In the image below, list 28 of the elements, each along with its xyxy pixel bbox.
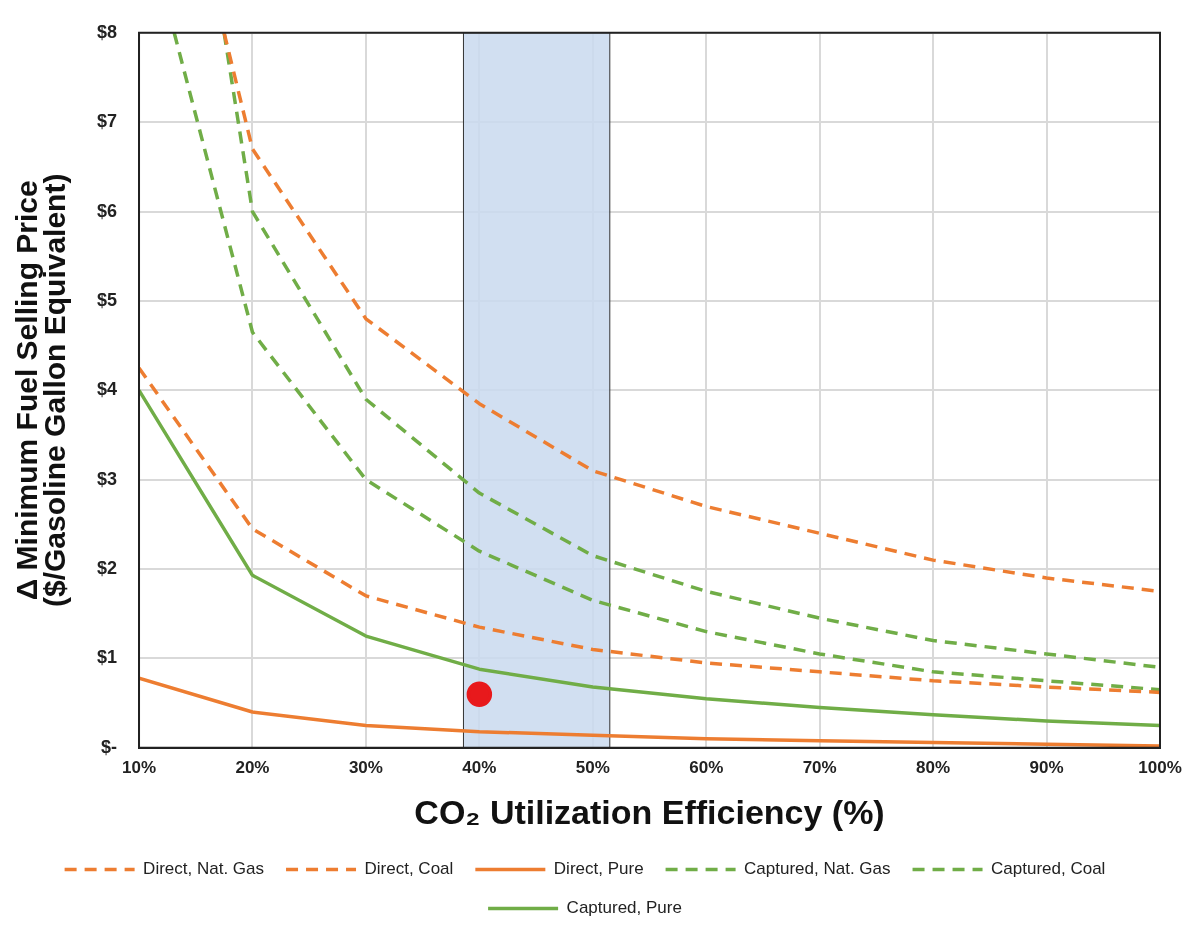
y-axis-title: Δ Minimum Fuel Selling Price ($/Gasoline Gallon Equivalent) xyxy=(9,173,72,608)
y-tick-label: $3 xyxy=(96,468,118,489)
y-tick-label: $1 xyxy=(96,647,118,668)
x-tick-label: 30% xyxy=(348,757,383,777)
legend-label: Captured, Nat. Gas xyxy=(744,859,891,879)
y-tick-label: $7 xyxy=(96,111,118,132)
x-tick-label: 100% xyxy=(1138,757,1182,777)
x-tick-label: 70% xyxy=(802,757,837,777)
x-tick-label: 90% xyxy=(1029,757,1064,777)
x-tick-label: 80% xyxy=(916,757,951,777)
x-tick-label: 20% xyxy=(235,757,270,777)
x-tick-label: 60% xyxy=(689,757,724,777)
legend-label: Captured, Pure xyxy=(566,898,682,918)
x-axis-title: CO₂ Utilization Efficiency (%) xyxy=(414,792,885,831)
y-tick-label: $8 xyxy=(96,21,118,42)
line-series xyxy=(139,366,1160,695)
legend-label: Direct, Pure xyxy=(553,859,644,879)
legend-label: Direct, Coal xyxy=(364,859,454,879)
x-tick-label: 10% xyxy=(122,757,157,777)
y-tick-label: $5 xyxy=(96,289,118,310)
legend-label: Direct, Nat. Gas xyxy=(143,859,265,879)
y-tick-label: $- xyxy=(101,736,118,757)
legend-label: Captured, Coal xyxy=(991,859,1106,879)
y-tick-label: $2 xyxy=(96,558,118,579)
y-tick-label: $4 xyxy=(96,379,118,400)
x-tick-label: 50% xyxy=(575,757,610,777)
x-tick-label: 40% xyxy=(462,757,497,777)
y-tick-label: $6 xyxy=(96,200,118,221)
